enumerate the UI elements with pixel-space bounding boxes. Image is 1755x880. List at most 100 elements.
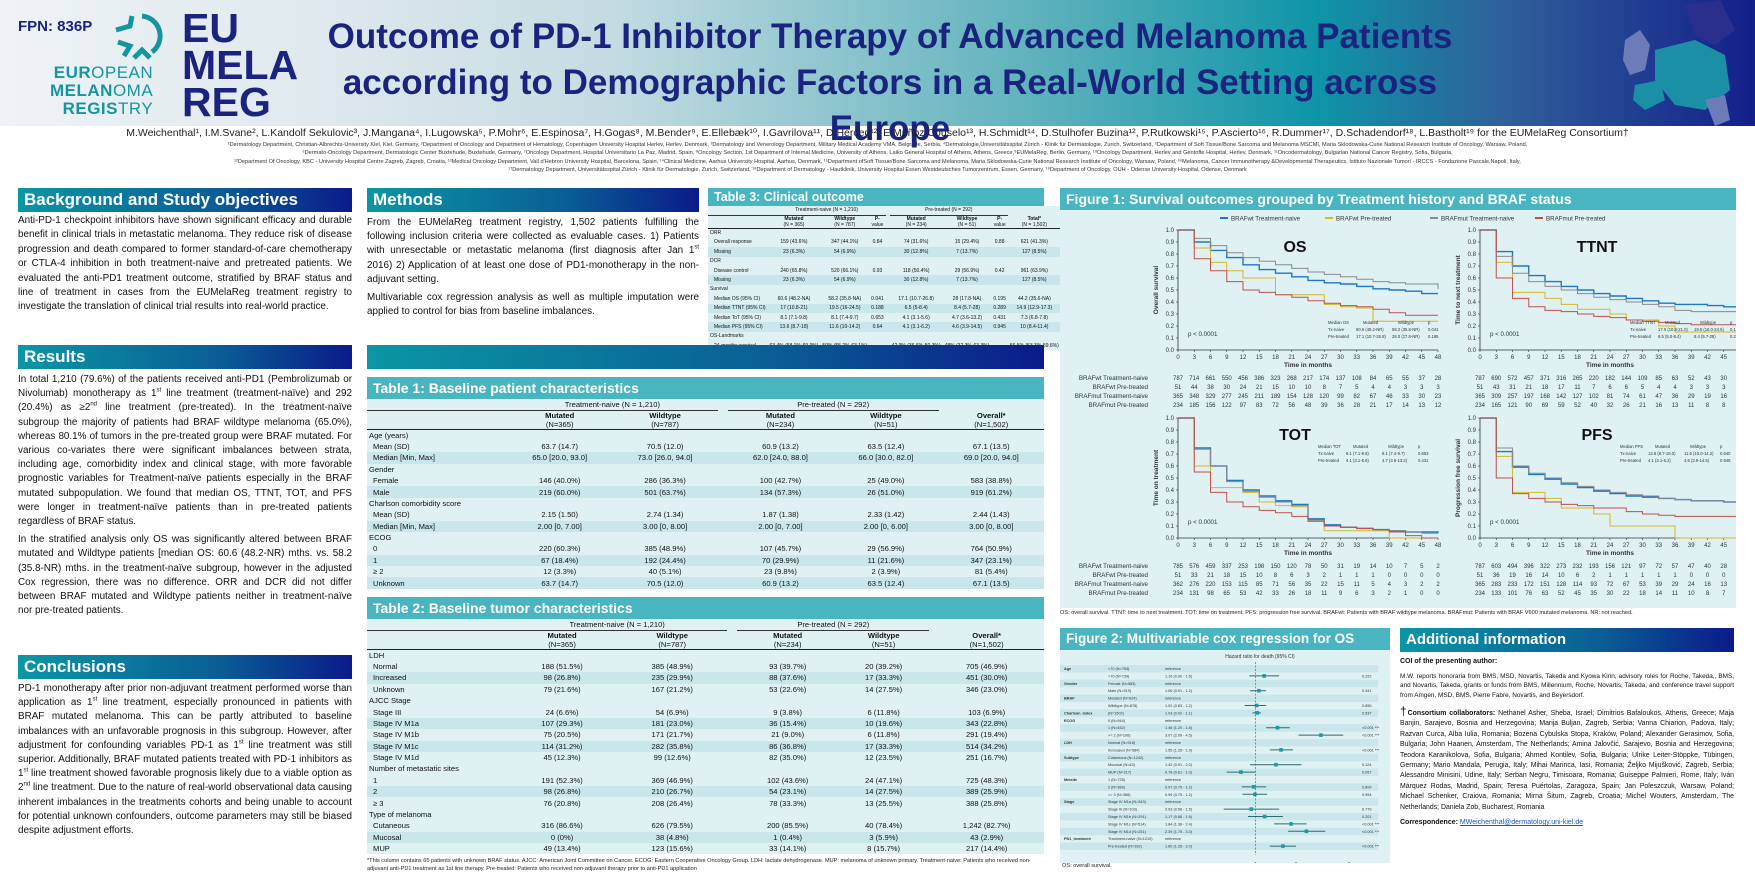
risk-count: 12 <box>1435 403 1442 409</box>
x-tick-label: 6 <box>1209 355 1213 361</box>
risk-count: 52 <box>1558 591 1565 597</box>
forest-pvalue: <0.001 *** <box>1362 845 1380 849</box>
y-tick-label: 0.0 <box>1468 536 1477 542</box>
risk-count: 576 <box>1189 564 1200 570</box>
median-table-cell: 13.6 (8.7-18.0) <box>1648 451 1676 456</box>
median-table-cell: 8.4 (5.7-28) <box>1694 334 1716 339</box>
risk-count: 128 <box>1556 582 1567 588</box>
table-row: 2 98 (26.8%) 210 (26.7%) 54 (23.1%) 14 (27.5… <box>367 786 1044 798</box>
group-header-pretreated: Pre-treated (N = 292) <box>889 206 1008 216</box>
forest-estimate: reference <box>1165 719 1181 723</box>
risk-count: 67 <box>1370 394 1377 400</box>
risk-count: 0 <box>1722 573 1726 579</box>
risk-count: 2 <box>1323 573 1327 579</box>
risk-count: 232 <box>1572 564 1583 570</box>
forest-estimate: 0.97 (0.79 - 1.2) <box>1165 785 1193 789</box>
risk-count: 24 <box>1240 385 1247 391</box>
forest-variable: Stage <box>1064 800 1074 804</box>
forest-point <box>1254 703 1259 708</box>
table2-footnote: *This column contains 65 patients with u… <box>367 858 1031 873</box>
risk-count: 98 <box>1207 591 1214 597</box>
x-axis-label: Time in months <box>1586 550 1634 557</box>
x-tick-label: 48 <box>1435 543 1442 549</box>
x-tick-label: 12 <box>1542 543 1549 549</box>
y-tick-label: 0.9 <box>1166 428 1175 434</box>
x-tick-label: 45 <box>1720 543 1727 549</box>
risk-count: 3 <box>1404 582 1408 588</box>
risk-count: 457 <box>1524 376 1535 382</box>
km-curve-2 <box>1480 229 1741 314</box>
p-value: p < 0.0001 <box>1490 519 1520 526</box>
poster-header <box>0 0 1755 126</box>
risk-count: 51 <box>1477 385 1484 391</box>
x-tick-label: 42 <box>1402 543 1409 549</box>
legend-label: BRAFmut Treatment-naive <box>1441 216 1515 223</box>
risk-count: 115 <box>1238 582 1248 588</box>
column-header: P-value <box>991 215 1008 229</box>
figure2-heading: Figure 2: Multivariable cox regression f… <box>1060 628 1390 650</box>
risk-count: 277 <box>1222 394 1233 400</box>
risk-count: 16 <box>1655 403 1662 409</box>
forest-row-bg <box>1060 665 1378 673</box>
risk-count: 550 <box>1222 376 1233 382</box>
risk-count: 7 <box>1404 564 1408 570</box>
forest-estimate: reference <box>1165 682 1181 686</box>
x-tick-label: 3 <box>1193 355 1197 361</box>
forest-row-bg <box>1060 827 1378 836</box>
column-header: Wildtype (N = 787) <box>820 215 870 229</box>
x-tick-label: 21 <box>1590 543 1597 549</box>
forest-estimate: 1.46 (1.20 - 1.8) <box>1165 726 1193 730</box>
table-group-row: Gender <box>369 464 395 474</box>
table-row: Stage III 24 (6.6%) 54 (6.9%) 9 (3.8%) 6 (11… <box>373 707 1006 717</box>
x-tick-label: 18 <box>1574 355 1581 361</box>
x-tick-label: 27 <box>1321 543 1328 549</box>
table3-heading: Table 3: Clinical outcome <box>708 188 1044 206</box>
table-row: Median OS (95% CI) 60.6 (48.2-NA) 58.2 (35… <box>714 295 1051 302</box>
forest-pvalue: <0.001 *** <box>1362 748 1380 752</box>
risk-count: 5 <box>1355 385 1359 391</box>
affiliations: ¹Dermatology Department, Christian-Albre… <box>227 142 1528 173</box>
risk-count: 365 <box>1475 394 1486 400</box>
forest-point <box>1304 829 1309 834</box>
risk-count: 10 <box>1558 573 1565 579</box>
risk-count: 9 <box>1339 591 1343 597</box>
table-row: Female 146 (40.0%) 286 (36.3%) 100 (42.7%) 2… <box>373 476 1012 486</box>
x-tick-label: 45 <box>1418 355 1425 361</box>
risk-count: 57 <box>1672 564 1679 570</box>
x-tick-label: 0 <box>1176 543 1180 549</box>
x-tick-label: 3 <box>1193 543 1197 549</box>
risk-count: 29 <box>1672 582 1679 588</box>
risk-count: 2 <box>1436 582 1440 588</box>
y-tick-label: 0.1 <box>1468 524 1477 530</box>
x-tick-label: 27 <box>1321 355 1328 361</box>
email-link[interactable]: MWeichenthal@dermatology.uni-kiel.de <box>1459 819 1584 827</box>
risk-count: 10 <box>1688 591 1695 597</box>
panel-title: OS <box>1283 239 1306 256</box>
forest-row-bg <box>1060 813 1378 821</box>
forest-point <box>1274 762 1278 767</box>
y-tick-label: 0.5 <box>1166 476 1175 482</box>
risk-count: 151 <box>1540 582 1551 588</box>
risk-count: 40 <box>1704 564 1711 570</box>
y-tick-label: 0.2 <box>1468 512 1477 518</box>
forest-estimate: 1.06 (0.91 - 1.2) <box>1165 689 1193 693</box>
risk-count: 7 <box>1722 591 1726 597</box>
forest-level: 1 (N=452) <box>1108 726 1126 730</box>
table-row: Unknown 63.7 (14.7) 70.5 (12.0) 60.9 (13.2)… <box>367 577 1044 589</box>
risk-count: 3 <box>1371 591 1375 597</box>
median-table-cell: Pre-treated <box>1318 458 1340 463</box>
forest-estimate: 2.39 (1.75 - 3.3) <box>1165 830 1193 834</box>
km-curve-1 <box>1480 229 1740 333</box>
x-tick-label: 42 <box>1704 355 1711 361</box>
risk-count: 38 <box>1207 385 1214 391</box>
table-group-row: Survival <box>710 286 728 293</box>
y-tick-label: 0.6 <box>1468 464 1477 470</box>
risk-count: 52 <box>1574 403 1581 409</box>
forest-estimate: reference <box>1165 837 1181 841</box>
y-tick-label: 0.3 <box>1166 500 1175 506</box>
risk-count: 78 <box>1305 564 1312 570</box>
table-group-row: LDH <box>369 650 385 660</box>
y-tick-label: 0.9 <box>1166 240 1175 246</box>
additional-heading: Additional information <box>1400 628 1734 652</box>
x-tick-label: 18 <box>1574 543 1581 549</box>
